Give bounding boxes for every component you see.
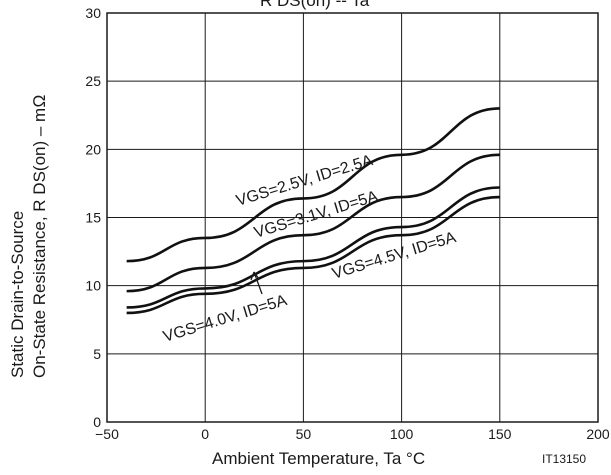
annotation-vgs-4-5v: VGS=4.5V, ID=5A <box>330 229 458 283</box>
series-line-4 <box>126 195 500 315</box>
y-tick-label: 5 <box>93 346 101 362</box>
x-tick-label: 200 <box>586 426 610 442</box>
y-tick-label: 30 <box>85 5 101 21</box>
x-tick-label: 100 <box>390 426 414 442</box>
y-tick-label: 15 <box>85 210 101 226</box>
gridlines <box>107 13 598 422</box>
series-lines <box>126 107 500 315</box>
x-axis-label: Ambient Temperature, Ta °C <box>212 449 425 468</box>
y-tick-label: 20 <box>85 141 101 157</box>
x-tick-label: 150 <box>488 426 512 442</box>
y-tick-label: 10 <box>85 278 101 294</box>
figure-id: IT13150 <box>542 452 586 466</box>
y-axis-label-line1: Static Drain-to-Source <box>8 211 27 378</box>
annotation-vgs-4-0v: VGS=4.0V, ID=5A <box>161 292 289 346</box>
x-tick-label: 0 <box>201 426 209 442</box>
chart-title: R DS(on) -- Ta <box>260 0 370 10</box>
x-tick-label: 50 <box>296 426 312 442</box>
y-axis-label-line2: On-State Resistance, R DS(on) – mΩ <box>30 95 49 378</box>
x-tick-label: −50 <box>95 426 119 442</box>
y-tick-label: 25 <box>85 73 101 89</box>
series-line-1 <box>126 107 500 263</box>
plot-frame <box>106 12 599 423</box>
series-line-2 <box>126 153 500 293</box>
annotation-arrow-head <box>250 271 260 281</box>
annotation-arrow-line <box>253 271 263 295</box>
series-line-3 <box>126 186 500 309</box>
y-tick-label: 0 <box>93 414 101 430</box>
